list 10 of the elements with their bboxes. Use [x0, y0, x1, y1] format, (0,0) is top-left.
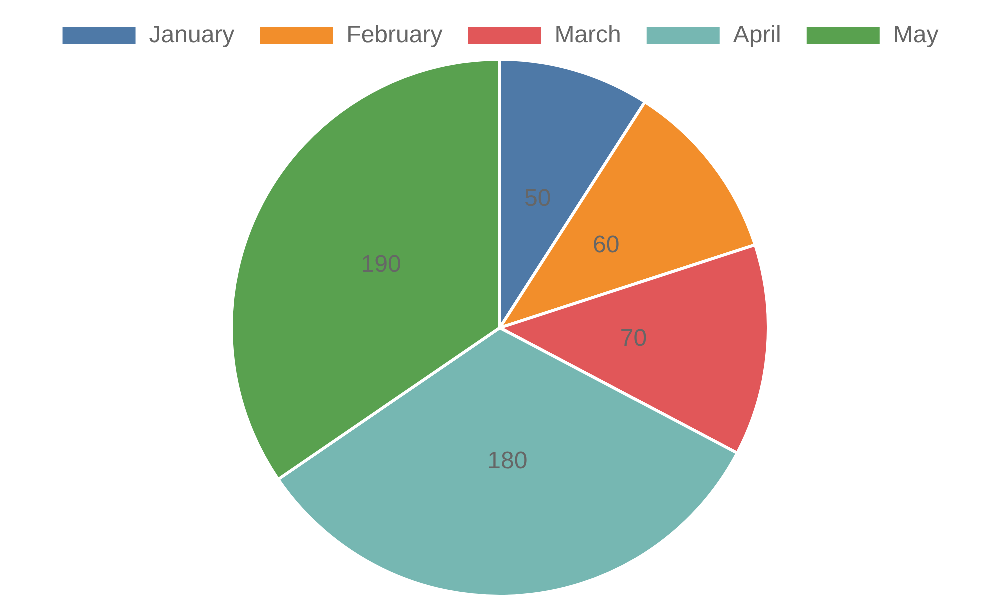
legend-label: January — [149, 22, 235, 49]
legend-label: April — [733, 22, 782, 49]
data-label: 50 — [524, 184, 552, 212]
legend-label: March — [554, 22, 622, 49]
data-label: 180 — [488, 448, 528, 475]
data-label: 60 — [592, 232, 620, 259]
data-label: 190 — [361, 250, 402, 278]
data-label: 70 — [620, 325, 648, 352]
legend-label: May — [893, 22, 939, 49]
legend-label: February — [346, 22, 443, 49]
